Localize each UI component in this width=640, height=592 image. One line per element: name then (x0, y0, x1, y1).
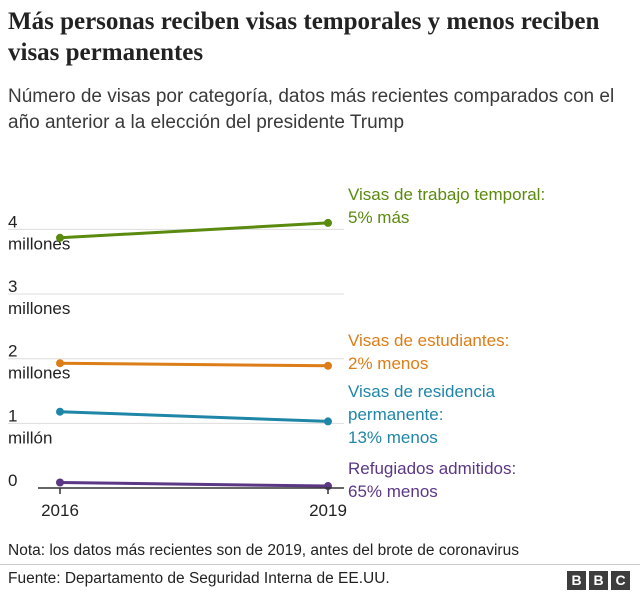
series-label-line: 13% menos (348, 428, 438, 447)
bbc-logo-letter: B (567, 571, 586, 590)
line-chart: 0 1 millón 2 millones 3 millones 4 millones Visa… (8, 185, 545, 520)
y-tick-label: 1 millón (8, 406, 52, 447)
series-label-trabajo: Visas de trabajo temporal: 5% más (348, 185, 545, 227)
y-tick-label-line: 2 (8, 342, 17, 361)
series-line-residencia (58, 410, 330, 423)
series-label-refugiados: Refugiados admitidos: 65% menos (348, 459, 516, 501)
data-point-estudiantes (324, 361, 332, 370)
y-tick-label-line: millón (8, 428, 52, 447)
y-tick-label: 3 millones (8, 277, 70, 318)
bbc-logo: B B C (567, 571, 630, 590)
data-point-estudiantes (56, 359, 64, 368)
grid-lines (8, 228, 344, 424)
y-tick-label-line: 0 (8, 471, 17, 490)
series-line-refugiados (58, 481, 330, 488)
x-tick-label: 2019 (309, 501, 347, 520)
x-tick-label: 2016 (41, 501, 79, 520)
y-axis-tick-labels: 0 1 millón 2 millones 3 millones 4 millones (8, 212, 70, 490)
data-point-residencia (324, 417, 332, 426)
series-label-line: permanente: (348, 405, 443, 424)
series-label-residencia: Visas de residencia permanente: 13% menos (348, 382, 496, 447)
y-tick-label-line: 1 (8, 406, 17, 425)
y-tick-label: 4 millones (8, 212, 70, 253)
data-point-trabajo (324, 218, 332, 227)
series-label-line: Visas de trabajo temporal: (348, 185, 545, 204)
y-tick-label: 0 (8, 471, 17, 490)
y-tick-label-line: millones (8, 234, 70, 253)
series-line-estudiantes (58, 361, 330, 368)
bbc-logo-letter: C (611, 571, 630, 590)
bbc-logo-letter: B (589, 571, 608, 590)
y-tick-label-line: 4 (8, 212, 17, 231)
series-label-line: 2% menos (348, 354, 428, 373)
source-divider (0, 564, 640, 565)
chart-subtitle: Número de visas por categoría, datos más… (8, 86, 615, 133)
x-axis: 2016 2019 (38, 487, 347, 520)
chart-source: Fuente: Departamento de Seguridad Intern… (8, 570, 390, 587)
data-point-residencia (56, 407, 64, 416)
y-tick-label-line: 3 (8, 277, 17, 296)
y-tick-label: 2 millones (8, 342, 70, 383)
series-label-line: Visas de estudiantes: (348, 331, 509, 350)
y-tick-label-line: millones (8, 299, 70, 318)
series-label-line: Visas de residencia (348, 382, 496, 401)
series-lines (56, 218, 332, 491)
series-line-trabajo (58, 221, 330, 240)
series-label-line: Refugiados admitidos: (348, 459, 516, 478)
data-point-refugiados (56, 478, 64, 487)
series-label-estudiantes: Visas de estudiantes: 2% menos (348, 331, 509, 373)
chart-note: Nota: los datos más recientes son de 201… (8, 542, 519, 559)
chart-title: Más personas reciben visas temporales y … (8, 8, 600, 66)
series-label-line: 5% más (348, 208, 409, 227)
data-point-trabajo (56, 233, 64, 242)
series-label-line: 65% menos (348, 482, 438, 501)
y-tick-label-line: millones (8, 364, 70, 383)
